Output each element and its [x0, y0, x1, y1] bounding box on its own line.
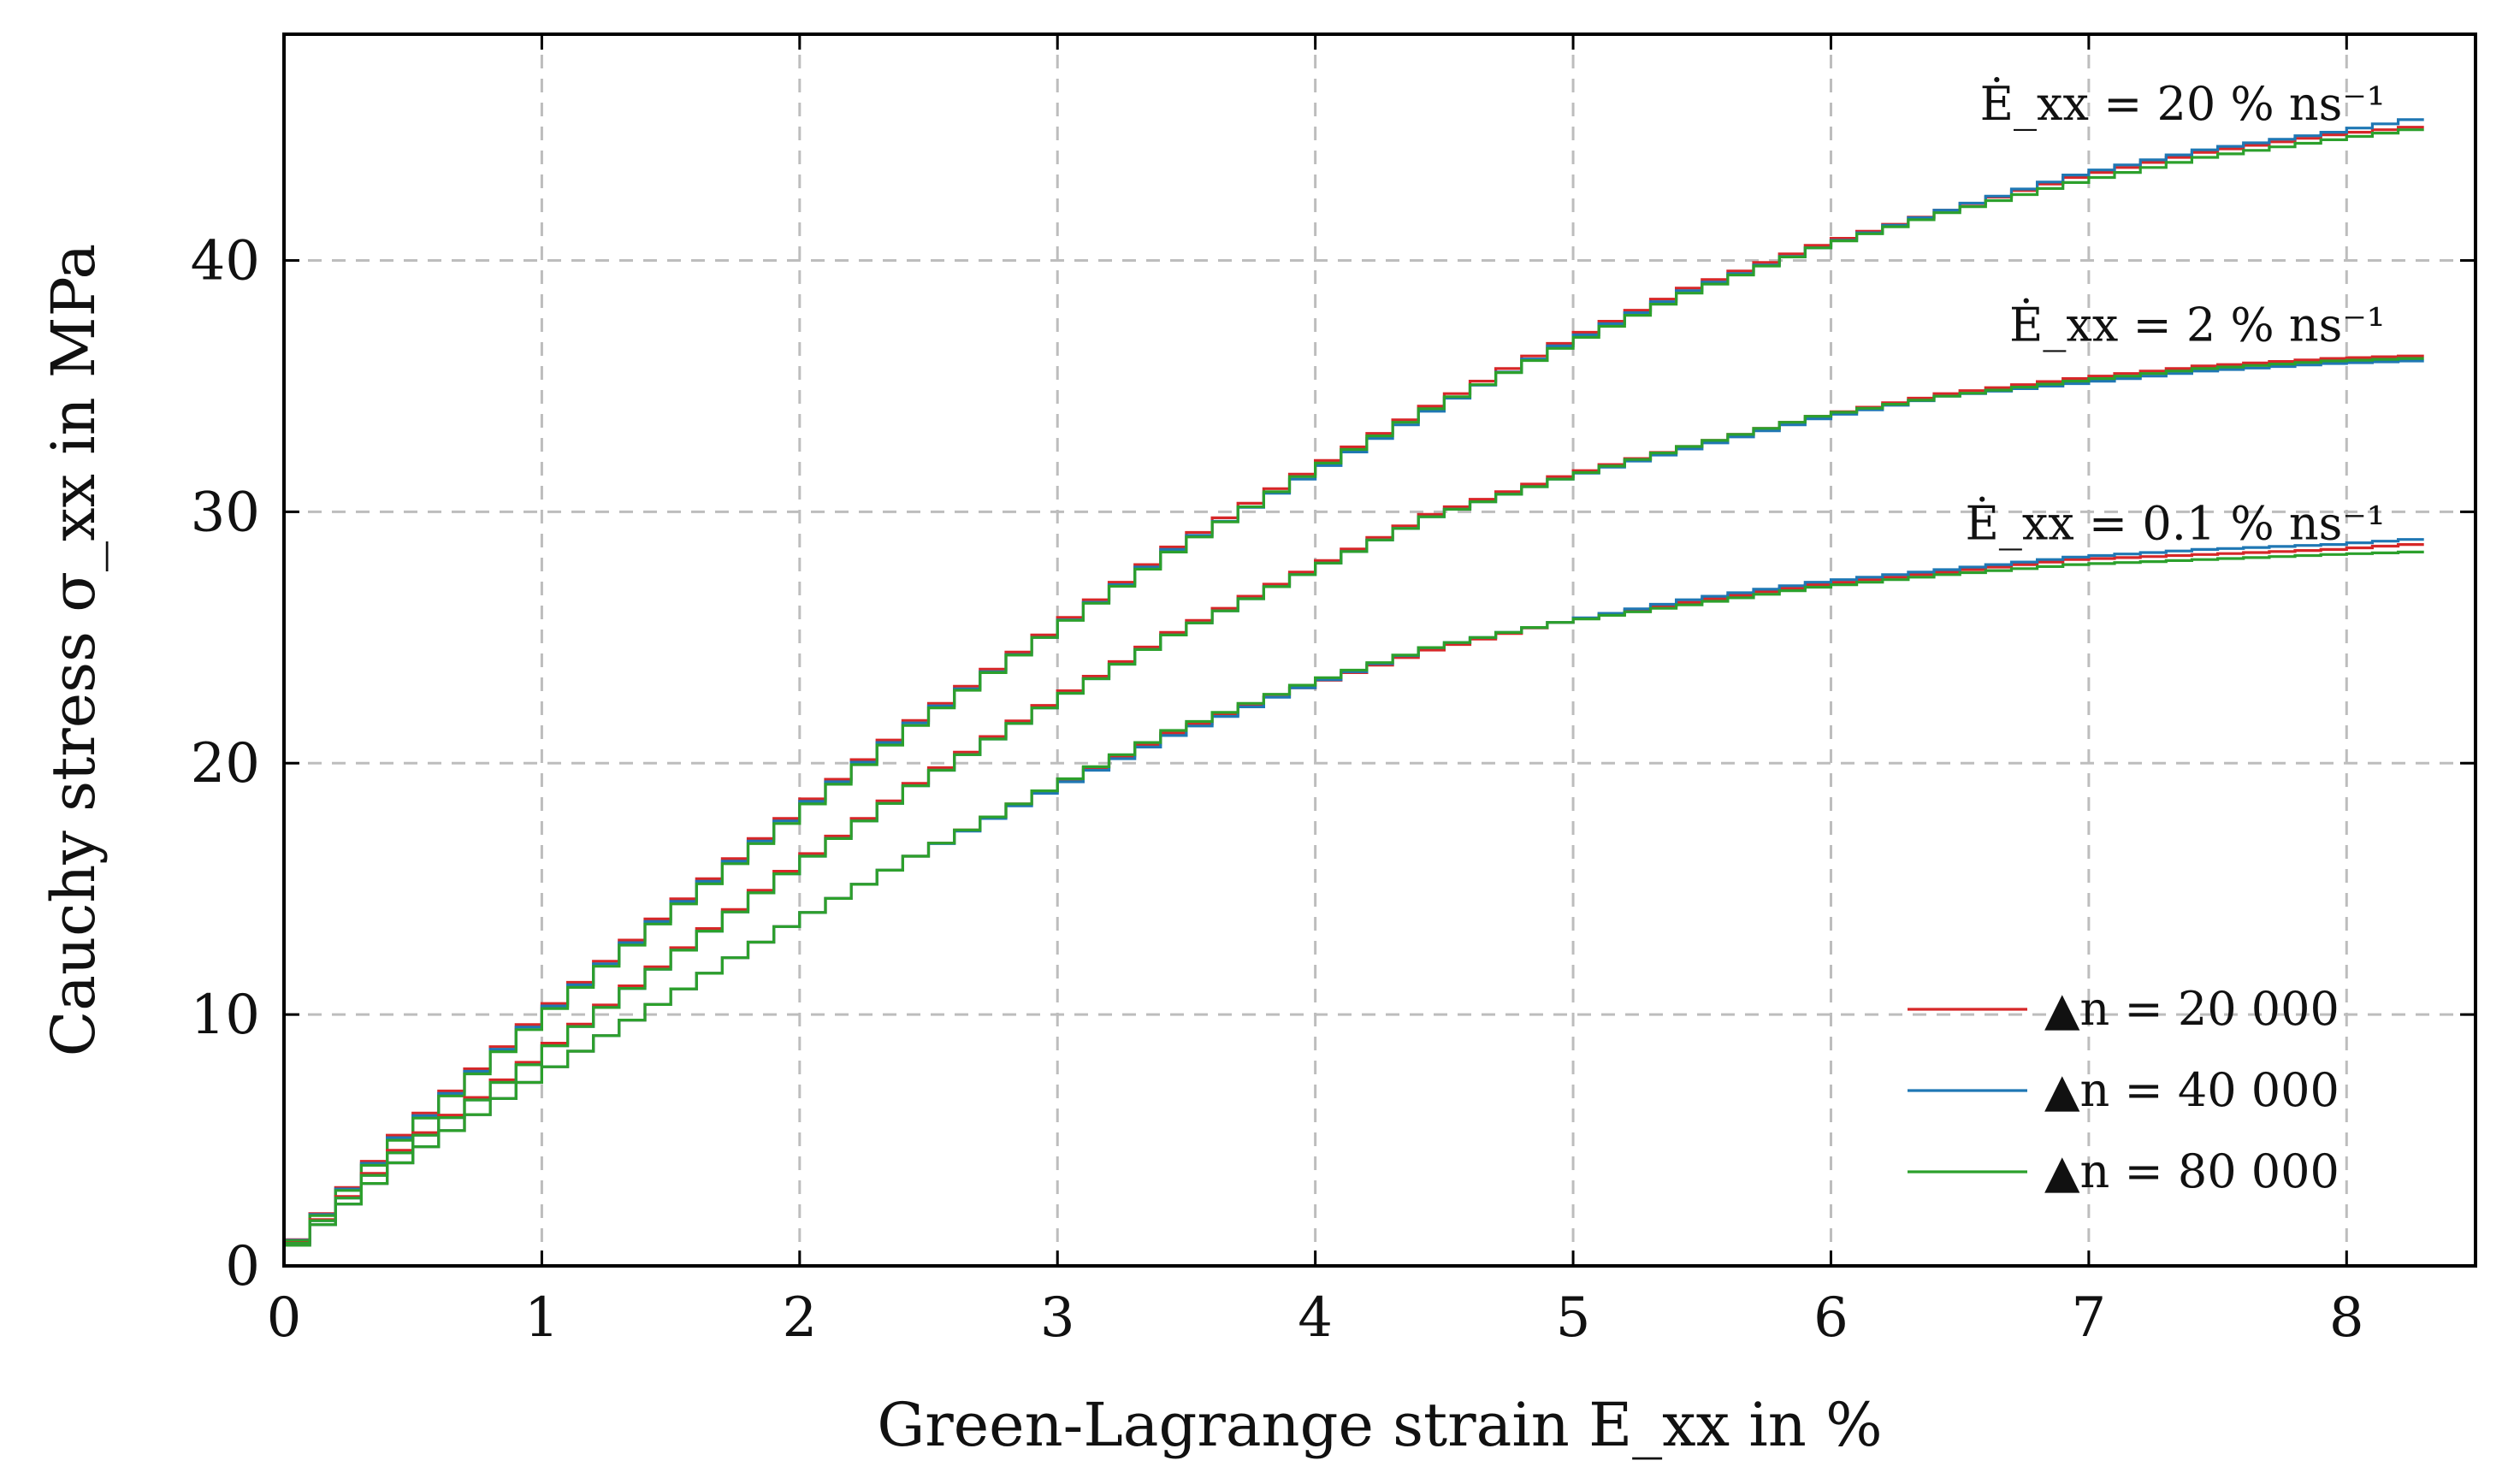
series-lines: [282, 118, 2424, 1266]
x-tick-label: 3: [1040, 1286, 1075, 1350]
x-tick-labels: 0 1 2 3 4 5 6 7 8: [267, 1286, 2364, 1350]
x-tick-label: 2: [782, 1286, 817, 1350]
y-tick-label: 0: [225, 1235, 260, 1298]
grid: [284, 34, 2476, 1266]
y-tick-label: 20: [191, 732, 260, 795]
y-axis-title: Cauchy stress σ_xx in MPa: [38, 244, 109, 1057]
x-tick-label: 4: [1298, 1286, 1333, 1350]
series-line-2: [282, 128, 2424, 1266]
series-line-8: [282, 550, 2424, 1266]
axis-ticks: [282, 34, 2476, 1268]
x-tick-label: 7: [2072, 1286, 2107, 1350]
series-line-5: [282, 357, 2424, 1266]
y-tick-label: 30: [191, 481, 260, 544]
x-tick-label: 0: [267, 1286, 302, 1350]
series-line-3: [282, 354, 2424, 1266]
x-axis-title: Green-Lagrange strain E_xx in %: [877, 1390, 1882, 1460]
rate-annotation: Ė_xx = 2 % ns⁻¹: [2009, 298, 2386, 352]
plot-frame: [282, 33, 2477, 1268]
y-tick-labels: 0 10 20 30 40: [191, 229, 260, 1298]
rate-annotation: Ė_xx = 0.1 % ns⁻¹: [1965, 496, 2385, 551]
legend-label: ▲n = 40 000: [2044, 1063, 2339, 1117]
rate-annotation: Ė_xx = 20 % ns⁻¹: [1980, 76, 2386, 131]
rate-annotations: Ė_xx = 20 % ns⁻¹ Ė_xx = 2 % ns⁻¹ Ė_xx = 0.…: [1965, 76, 2385, 551]
legend-label: ▲n = 20 000: [2044, 982, 2339, 1036]
x-tick-label: 1: [524, 1286, 559, 1350]
x-tick-label: 6: [1813, 1286, 1849, 1350]
legend: ▲n = 20 000 ▲n = 40 000 ▲n = 80 000: [1908, 982, 2339, 1198]
legend-label: ▲n = 80 000: [2044, 1144, 2339, 1198]
y-tick-label: 10: [191, 984, 260, 1047]
y-tick-label: 40: [191, 229, 260, 293]
x-tick-label: 5: [1556, 1286, 1591, 1350]
x-tick-label: 8: [2329, 1286, 2364, 1350]
